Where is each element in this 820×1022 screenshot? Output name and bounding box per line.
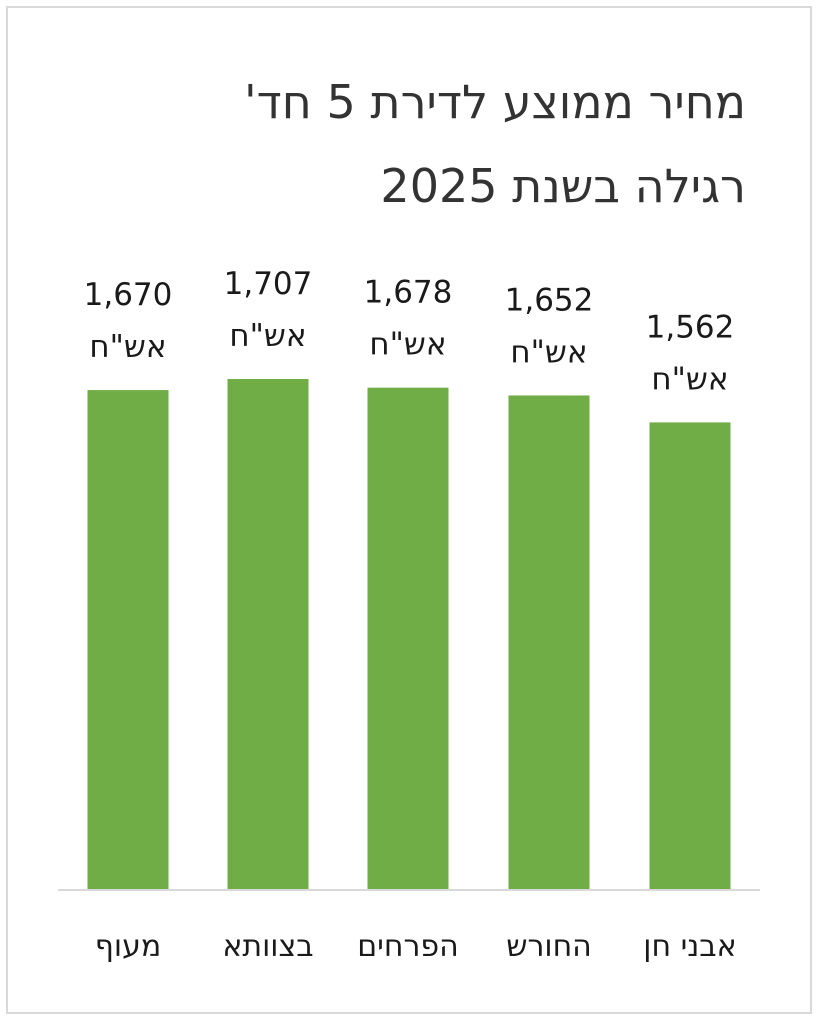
bar-5 [649, 422, 731, 890]
unit-label-3: אש"ח [369, 327, 446, 363]
value-label-2: 1,707 [224, 266, 313, 302]
category-label-1: מעוף [95, 929, 162, 964]
bar-1 [87, 390, 169, 890]
chart-title-line-2: רגילה בשנת 2025 [380, 159, 746, 213]
category-label-3: הפרחים [357, 929, 458, 964]
bar-2 [227, 379, 309, 890]
category-label-4: החורש [506, 929, 592, 964]
value-labels-group: 1,670 אש"ח 1,707 אש"ח 1,678 אש"ח 1,652 אש"ח 1,56… [84, 266, 735, 397]
bar-4 [508, 395, 590, 890]
category-label-5: אבני חן [643, 929, 736, 964]
value-label-4: 1,652 [505, 282, 594, 318]
value-label-5: 1,562 [646, 309, 735, 345]
category-label-2: בצוותא [222, 929, 313, 964]
bars-group [87, 379, 731, 890]
bar-3 [367, 387, 449, 890]
category-labels-group: מעוף בצוותא הפרחים החורש אבני חן [95, 929, 737, 964]
unit-label-5: אש"ח [651, 361, 728, 397]
unit-label-1: אש"ח [89, 329, 166, 365]
value-label-1: 1,670 [84, 277, 173, 313]
value-label-3: 1,678 [364, 275, 453, 311]
chart-title-line-1: מחיר ממוצע לדירת 5 חד' [244, 75, 746, 129]
unit-label-4: אש"ח [510, 334, 587, 370]
unit-label-2: אש"ח [229, 318, 306, 354]
chart-title: מחיר ממוצע לדירת 5 חד' רגילה בשנת 2025 [66, 60, 746, 228]
